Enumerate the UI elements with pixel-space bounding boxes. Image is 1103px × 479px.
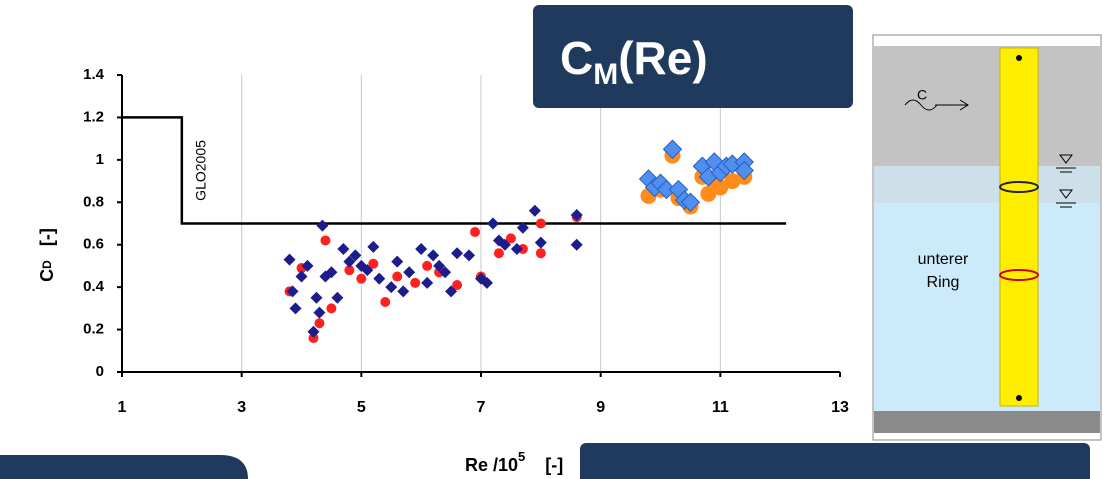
air-zone [874,46,1100,166]
data-point [380,297,390,307]
data-point [320,235,330,245]
data-point [392,272,402,282]
x-tick-label: 13 [831,399,849,416]
data-point [422,261,432,271]
y-axis-label-subscript: D [40,260,54,269]
bottom-left-box [0,455,248,479]
data-point [470,227,480,237]
diagram: C unterer Ring [873,35,1101,440]
ground [874,411,1100,433]
data-point [494,248,504,258]
data-point [314,318,324,328]
title-subscript: M [593,58,618,91]
x-tick-label: 5 [357,399,366,416]
bottom-right-box [580,443,1090,479]
y-tick-label: 1 [96,151,104,168]
x-tick-label: 7 [477,399,486,416]
y-tick-label: 0.2 [83,321,104,338]
data-point [326,303,336,313]
title-suffix: (Re) [618,32,707,84]
x-tick-label: 11 [712,399,729,416]
y-axis-label-unit: [-] [37,228,57,246]
y-tick-label: 1.4 [83,66,105,83]
x-axis-label-superscript: 5 [518,449,525,464]
ring-label: Ring [927,274,960,291]
title: CM(Re) [560,32,708,91]
data-point [410,278,420,288]
data-point [536,248,546,258]
water-zone [874,203,1100,411]
x-axis-label-unit: [-] [545,455,563,475]
pile-top-point [1016,55,1022,61]
pile [1000,48,1038,406]
y-tick-label: 0 [96,363,104,380]
x-tick-label: 1 [118,399,127,416]
x-axis-label-text: Re /10 [465,455,518,475]
y-tick-label: 0.6 [83,236,104,253]
x-tick-label: 3 [237,399,246,416]
page: C unterer Ring 13579111300.20.40.60.811.… [0,0,1103,479]
y-tick-label: 0.8 [83,193,104,210]
y-tick-label: 0.4 [83,278,105,295]
x-tick-label: 9 [596,399,605,416]
data-point [356,274,366,284]
pile-bottom-point [1016,395,1022,401]
annotation: GLO2005 [193,140,209,201]
ring-label: unterer [918,251,969,268]
y-tick-label: 1.2 [83,108,104,125]
flow-label: C [917,87,927,103]
y-axis-label-text: C [37,269,57,282]
data-point [536,219,546,229]
title-text: C [560,32,593,84]
